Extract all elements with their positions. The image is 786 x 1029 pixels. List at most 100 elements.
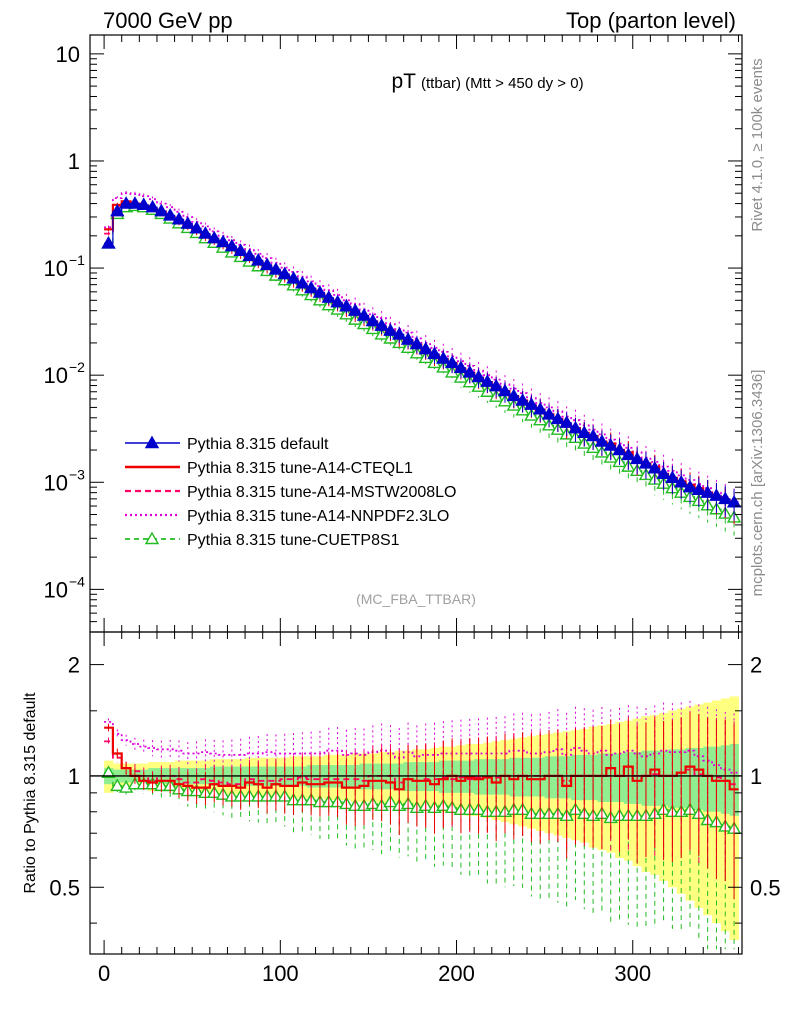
x-tick-label: 0 <box>98 961 110 986</box>
data-point <box>515 393 530 406</box>
ratio-y-tick-label-left: 2 <box>68 653 80 678</box>
data-point <box>347 303 363 316</box>
legend-label: Pythia 8.315 tune-CUETP8S1 <box>187 532 400 549</box>
data-point <box>471 369 486 383</box>
data-point <box>444 355 460 369</box>
data-point <box>480 374 495 387</box>
legend-label: Pythia 8.315 tune-A14-CTEQL1 <box>187 460 413 477</box>
data-point <box>541 407 557 420</box>
data-point <box>136 197 151 210</box>
data-point <box>427 346 442 360</box>
header-left: 7000 GeV pp <box>103 8 233 33</box>
data-point <box>312 285 328 298</box>
data-point <box>682 479 698 493</box>
data-point <box>603 438 618 451</box>
data-point <box>638 456 654 469</box>
y-tick-exponent: −4 <box>69 573 85 589</box>
data-point <box>673 474 689 488</box>
data-point <box>162 208 178 221</box>
y-tick-label: 10 <box>44 363 68 388</box>
legend-label: Pythia 8.315 default <box>187 436 329 453</box>
ratio-plot: 2 2 1 1 0.5 0.5 0 100 200 300 Ratio to Pythia 8.3… <box>22 631 781 986</box>
data-point <box>436 351 451 364</box>
ratio-line-nnpdf <box>104 721 739 774</box>
data-point <box>242 248 257 262</box>
data-point <box>691 482 707 496</box>
data-point <box>488 378 504 392</box>
data-point <box>215 234 231 248</box>
main-plot-title: pT <box>391 70 416 93</box>
ratio-data-point <box>101 765 116 778</box>
data-point <box>594 434 610 447</box>
legend: Pythia 8.315 default Pythia 8.315 tune-A1… <box>125 435 456 549</box>
ratio-series-layer <box>90 696 742 950</box>
ratio-ylabel: Ratio to Pythia 8.315 default <box>22 692 39 894</box>
ratio-y-tick-label-left: 0.5 <box>49 875 80 900</box>
data-point <box>295 275 310 289</box>
x-tick-label: 200 <box>438 961 475 986</box>
x-tick-label: 300 <box>614 961 651 986</box>
data-point <box>709 488 724 501</box>
data-point <box>339 298 354 312</box>
data-point <box>356 308 372 321</box>
ratio-axis-ticks: 2 2 1 1 0.5 0.5 0 100 200 300 <box>49 632 781 986</box>
data-point <box>365 313 381 327</box>
data-point <box>612 442 627 456</box>
data-point <box>286 271 301 284</box>
data-point <box>198 226 213 239</box>
data-point <box>392 327 407 340</box>
data-point <box>321 290 336 303</box>
data-point <box>303 280 319 294</box>
header-right: Top (parton level) <box>566 8 736 33</box>
data-point <box>656 466 671 479</box>
data-point <box>700 485 715 498</box>
data-point <box>400 332 416 345</box>
x-tick-label: 100 <box>262 961 299 986</box>
data-point <box>180 216 196 229</box>
legend-label: Pythia 8.315 tune-A14-MSTW2008LO <box>187 484 456 501</box>
data-point <box>259 257 275 271</box>
data-point <box>251 252 266 266</box>
data-point <box>497 383 513 397</box>
legend-marker <box>144 531 160 545</box>
legend-item-mstw: Pythia 8.315 tune-A14-MSTW2008LO <box>125 484 456 501</box>
data-point <box>409 336 425 350</box>
y-tick-exponent: −3 <box>69 466 85 482</box>
ratio-data-point <box>110 778 125 792</box>
ratio-y-tick-label-left: 1 <box>68 764 80 789</box>
y-tick-label: 10 <box>44 470 68 495</box>
main-series-layer <box>101 191 742 536</box>
mcplots-label: mcplots.cern.ch [arXiv:1306.3436] <box>749 370 766 597</box>
series-default <box>101 196 742 521</box>
data-point <box>154 203 169 217</box>
data-point <box>462 365 477 378</box>
data-point <box>418 341 433 355</box>
data-point <box>145 199 160 213</box>
data-point <box>383 323 398 336</box>
watermark: (MC_FBA_TTBAR) <box>356 591 476 607</box>
data-point <box>629 451 645 465</box>
data-point <box>189 220 204 234</box>
y-tick-label: 10 <box>44 577 68 602</box>
ratio-series-cteql1 <box>104 712 739 900</box>
ratio-data-point <box>118 780 134 793</box>
y-tick-label: 1 <box>68 149 80 174</box>
main-plot-title-note: (ttbar) (Mtt > 450 dy > 0) <box>421 75 584 92</box>
data-point <box>550 411 566 425</box>
y-tick-exponent: −1 <box>69 252 85 268</box>
rivet-label: Rivet 4.1.0, ≥ 100k events <box>749 58 766 231</box>
data-point <box>453 360 469 374</box>
data-point <box>233 243 248 256</box>
data-point <box>374 318 389 331</box>
data-point <box>665 470 680 484</box>
legend-item-cteql1: Pythia 8.315 tune-A14-CTEQL1 <box>125 460 413 477</box>
data-point <box>585 428 601 442</box>
data-point <box>330 294 345 308</box>
data-point <box>577 425 592 438</box>
data-point <box>224 238 240 252</box>
legend-marker <box>144 435 160 449</box>
data-point <box>621 447 636 461</box>
data-point <box>127 196 143 209</box>
